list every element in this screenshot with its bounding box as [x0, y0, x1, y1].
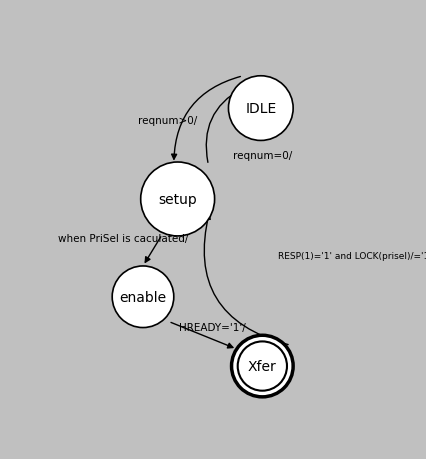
- Text: RESP(1)='1' and LOCK(prisel)/='1'/: RESP(1)='1' and LOCK(prisel)/='1'/: [277, 252, 426, 261]
- Text: HREADY='1'/: HREADY='1'/: [179, 322, 245, 332]
- Text: enable: enable: [119, 290, 166, 304]
- Circle shape: [228, 77, 293, 141]
- Text: IDLE: IDLE: [245, 102, 276, 116]
- Circle shape: [112, 266, 173, 328]
- Text: Xfer: Xfer: [248, 359, 276, 373]
- Circle shape: [140, 162, 214, 236]
- Circle shape: [231, 336, 293, 397]
- Text: reqnum>0/: reqnum>0/: [137, 116, 196, 126]
- Text: when PriSel is caculated/: when PriSel is caculated/: [58, 233, 188, 243]
- Text: reqnum=0/: reqnum=0/: [233, 151, 292, 161]
- Text: setup: setup: [158, 192, 196, 207]
